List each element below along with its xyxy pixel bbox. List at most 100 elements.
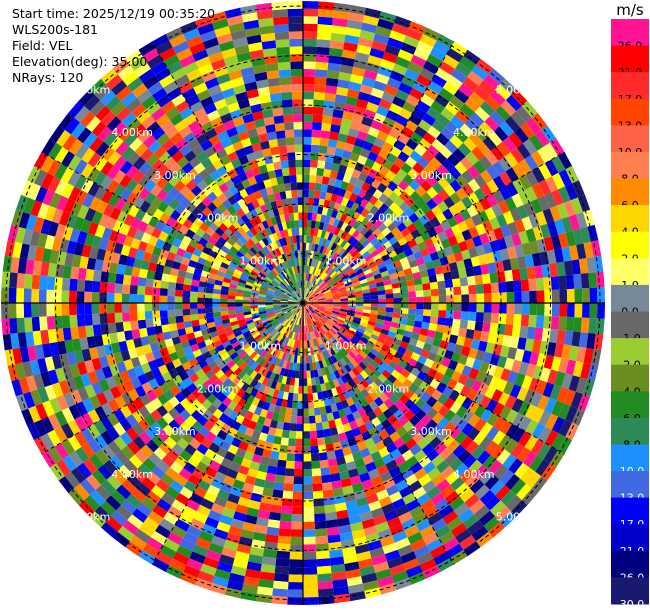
velocity-gate (499, 121, 515, 137)
velocity-gate (412, 218, 424, 229)
velocity-gate (344, 224, 353, 234)
velocity-gate (358, 235, 368, 245)
velocity-gate (446, 75, 463, 90)
velocity-gate (432, 193, 444, 206)
velocity-gate (413, 47, 430, 61)
velocity-gate (460, 156, 474, 170)
velocity-gate (450, 41, 468, 57)
velocity-gate (366, 257, 375, 266)
velocity-gate (366, 101, 379, 113)
velocity-gate (303, 129, 313, 138)
velocity-gate (347, 12, 365, 23)
velocity-gate (551, 172, 566, 190)
velocity-gate (466, 204, 478, 218)
velocity-gate (467, 70, 484, 86)
velocity-gate (409, 190, 421, 202)
velocity-gate (342, 262, 350, 270)
velocity-gate (455, 200, 467, 213)
velocity-gate (400, 227, 411, 238)
velocity-gate (410, 54, 427, 68)
velocity-gate (446, 216, 458, 228)
velocity-gate (498, 200, 510, 214)
velocity-gate (349, 4, 366, 15)
velocity-gate (448, 166, 462, 180)
velocity-gate (337, 229, 345, 238)
velocity-gate (316, 278, 322, 286)
velocity-gate (431, 74, 447, 88)
velocity-gate (314, 190, 321, 199)
velocity-gate (348, 246, 357, 255)
velocity-gate (493, 227, 505, 240)
velocity-gate (361, 165, 372, 176)
velocity-gate (350, 275, 359, 282)
velocity-gate (514, 127, 529, 144)
velocity-gate (357, 188, 368, 199)
velocity-gate (317, 160, 326, 169)
velocity-gate (373, 218, 384, 229)
velocity-gate (313, 197, 320, 207)
velocity-gate (409, 87, 424, 101)
velocity-gate (392, 121, 405, 133)
velocity-gate (531, 112, 548, 130)
velocity-gate (332, 109, 344, 119)
velocity-gate (353, 252, 362, 261)
velocity-gate (331, 209, 339, 219)
velocity-gate (345, 255, 354, 263)
velocity-gate (340, 197, 350, 207)
velocity-gate (484, 95, 501, 111)
velocity-gate (313, 91, 326, 101)
velocity-gate (361, 265, 371, 273)
velocity-gate (303, 189, 309, 198)
velocity-gate (349, 260, 358, 268)
velocity-gate (308, 182, 316, 191)
velocity-gate (449, 95, 465, 110)
velocity-gate (328, 55, 342, 65)
velocity-gate (498, 156, 512, 172)
velocity-gate (422, 132, 436, 145)
velocity-gate (435, 67, 451, 82)
velocity-gate (315, 277, 321, 285)
velocity-gate (315, 236, 321, 245)
velocity-gate (308, 197, 314, 206)
velocity-gate (467, 192, 480, 205)
velocity-gate (338, 71, 352, 82)
velocity-gate (359, 278, 368, 285)
velocity-gate (342, 149, 352, 160)
velocity-gate (310, 220, 316, 229)
velocity-gate (369, 205, 379, 215)
velocity-gate (336, 256, 344, 264)
velocity-gate (376, 245, 386, 254)
velocity-gate (370, 265, 379, 273)
velocity-gate (347, 270, 356, 277)
velocity-gate (486, 179, 500, 194)
velocity-gate (341, 250, 349, 259)
velocity-gate (518, 159, 532, 175)
velocity-gate (476, 141, 491, 156)
velocity-gate (303, 121, 313, 130)
velocity-gate (330, 225, 337, 234)
velocity-gate (326, 267, 334, 275)
velocity-gate (368, 168, 379, 179)
velocity-gate (396, 168, 408, 180)
velocity-gate (443, 196, 455, 209)
velocity-gate (326, 184, 335, 194)
velocity-gate (408, 259, 418, 268)
velocity-gate (397, 49, 414, 62)
velocity-gate (330, 193, 338, 203)
velocity-gate (335, 246, 343, 255)
velocity-gate (509, 207, 522, 222)
velocity-gate (309, 296, 318, 301)
velocity-gate (442, 81, 459, 96)
velocity-gate (383, 197, 394, 208)
velocity-gate (324, 215, 331, 224)
velocity-gate (383, 217, 393, 228)
velocity-gate (524, 155, 539, 171)
velocity-gate (318, 198, 325, 207)
velocity-gate (488, 131, 503, 147)
velocity-gate (367, 126, 380, 138)
velocity-gate (415, 185, 427, 197)
velocity-gate (306, 273, 310, 281)
velocity-gate (310, 227, 315, 236)
velocity-gate (489, 217, 501, 230)
